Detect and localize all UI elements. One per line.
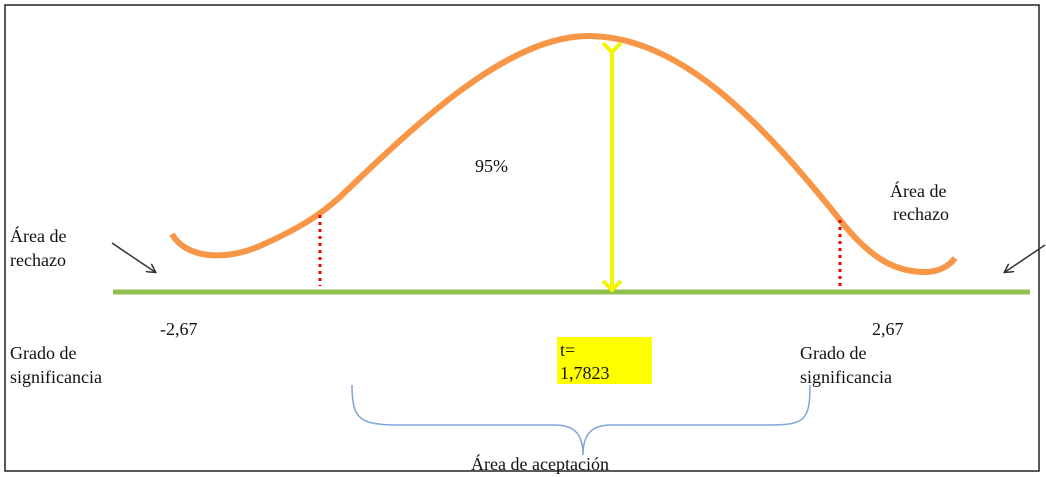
arrow-right [1005, 244, 1046, 272]
statistic-label: 1,7823 [560, 363, 610, 383]
distribution-curve [169, 32, 958, 276]
region-label: rechazo [10, 250, 66, 270]
critical-value: -2,67 [160, 319, 198, 339]
significance-label: significancia [10, 367, 102, 387]
arrow-left [111, 242, 155, 272]
significance-label: Grado de [10, 343, 76, 363]
acceptance-label: Área de aceptación [471, 453, 609, 474]
statistic-box [557, 337, 652, 384]
significance-label: significancia [800, 367, 892, 387]
region-label: Área de [10, 225, 66, 246]
significance-label: Grado de [800, 343, 866, 363]
frame [4, 4, 1040, 472]
center-percent: 95% [475, 156, 508, 176]
critical-value: 2,67 [872, 319, 904, 339]
statistic-label: t= [560, 340, 575, 360]
region-label: rechazo [893, 204, 949, 224]
region-label: Área de [890, 180, 946, 201]
acceptance-brace [351, 384, 811, 456]
